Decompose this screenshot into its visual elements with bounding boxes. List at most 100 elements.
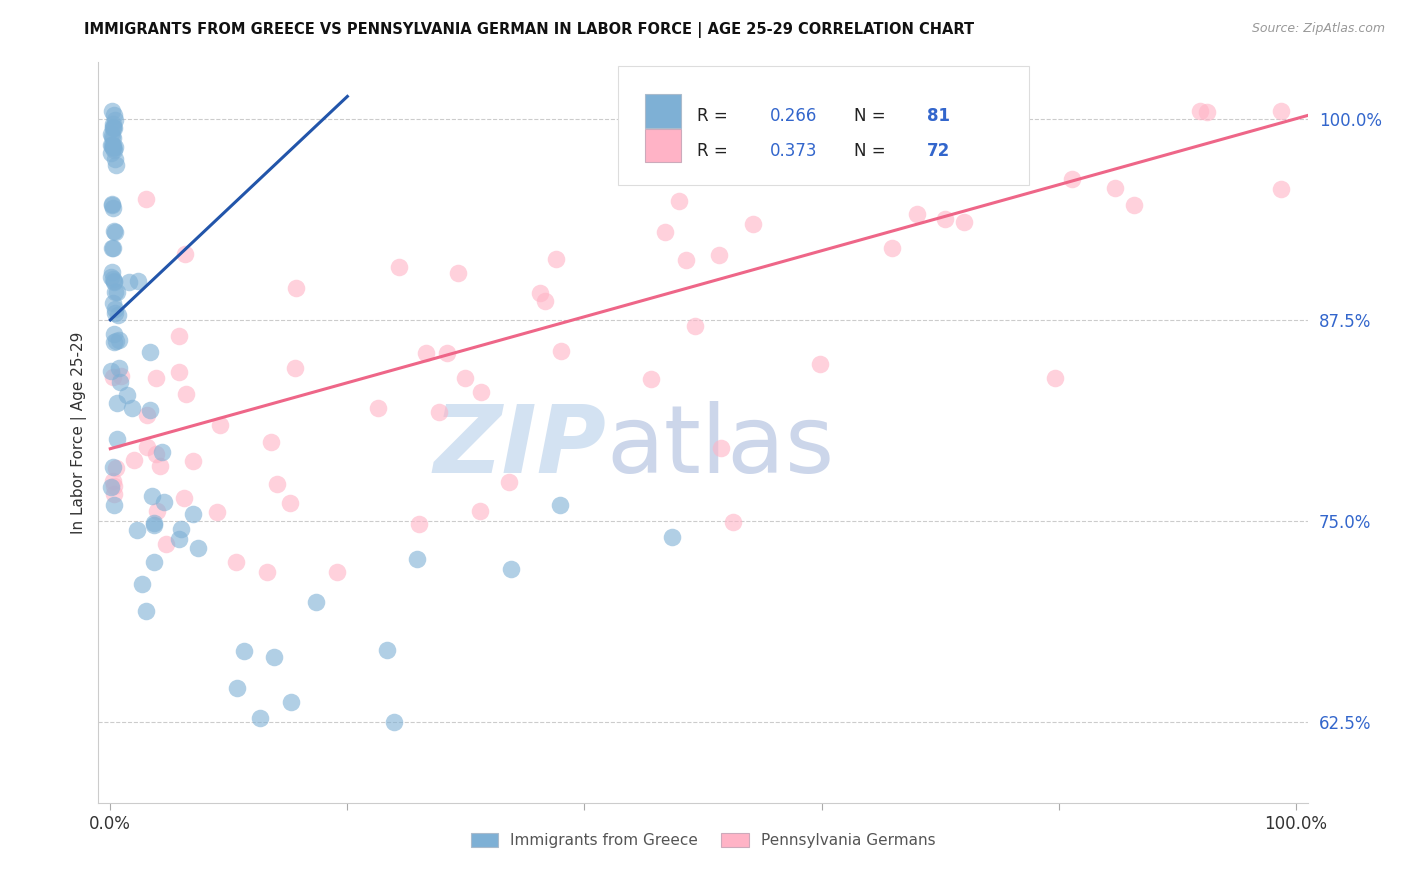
Point bbox=[256, 565, 278, 579]
Point bbox=[101, 201, 124, 215]
Point bbox=[100, 269, 122, 284]
Point bbox=[453, 370, 475, 384]
Point bbox=[149, 458, 172, 473]
Point bbox=[375, 643, 398, 657]
Point bbox=[266, 477, 288, 491]
Y-axis label: In Labor Force | Age 25-29: In Labor Force | Age 25-29 bbox=[72, 332, 87, 533]
Point bbox=[1197, 104, 1219, 119]
Point bbox=[529, 286, 551, 301]
Point bbox=[108, 375, 131, 389]
Point bbox=[104, 152, 127, 166]
Point bbox=[100, 146, 122, 161]
Point bbox=[101, 140, 124, 154]
Point bbox=[101, 265, 124, 279]
Point bbox=[150, 445, 173, 459]
Point bbox=[1104, 181, 1126, 195]
Point bbox=[105, 158, 128, 172]
Point bbox=[263, 649, 285, 664]
Point bbox=[187, 541, 209, 555]
Point bbox=[749, 103, 772, 118]
Point bbox=[661, 530, 683, 544]
Point bbox=[208, 418, 231, 433]
Point bbox=[1189, 103, 1212, 118]
Point bbox=[675, 252, 697, 267]
Point bbox=[100, 197, 122, 211]
Point bbox=[104, 334, 127, 349]
Text: R =: R = bbox=[697, 107, 733, 125]
Point bbox=[103, 141, 125, 155]
Point bbox=[103, 225, 125, 239]
Point bbox=[105, 396, 128, 410]
Point bbox=[135, 192, 157, 206]
Point bbox=[103, 301, 125, 316]
Text: R =: R = bbox=[697, 142, 733, 160]
Point bbox=[1123, 197, 1146, 211]
Point bbox=[101, 198, 124, 212]
Point bbox=[125, 524, 148, 538]
Point bbox=[866, 103, 889, 118]
Bar bbox=[645, 95, 682, 128]
Point bbox=[101, 241, 124, 255]
Point bbox=[501, 562, 523, 576]
Point bbox=[382, 715, 405, 730]
Point bbox=[108, 333, 131, 347]
Text: atlas: atlas bbox=[606, 401, 835, 493]
Point bbox=[388, 260, 411, 274]
Point bbox=[550, 343, 572, 358]
Point bbox=[103, 275, 125, 289]
Point bbox=[167, 365, 190, 379]
Point bbox=[104, 285, 127, 300]
Point bbox=[232, 644, 254, 658]
Point bbox=[225, 555, 247, 569]
Point bbox=[953, 215, 976, 229]
Legend: Immigrants from Greece, Pennsylvania Germans: Immigrants from Greece, Pennsylvania Ger… bbox=[464, 827, 942, 855]
Point bbox=[107, 309, 129, 323]
Point bbox=[101, 474, 124, 488]
Point bbox=[683, 318, 706, 333]
Point bbox=[101, 121, 124, 136]
Point bbox=[710, 441, 733, 455]
Point bbox=[142, 555, 165, 569]
Point bbox=[174, 386, 197, 401]
Point bbox=[721, 515, 744, 529]
Point bbox=[284, 280, 307, 294]
Point bbox=[1270, 182, 1292, 196]
Point bbox=[103, 326, 125, 341]
Point bbox=[143, 518, 166, 533]
Point bbox=[101, 117, 124, 131]
Text: IMMIGRANTS FROM GREECE VS PENNSYLVANIA GERMAN IN LABOR FORCE | AGE 25-29 CORRELA: IMMIGRANTS FROM GREECE VS PENNSYLVANIA G… bbox=[84, 22, 974, 38]
Point bbox=[436, 346, 458, 360]
Point bbox=[100, 364, 122, 378]
Point bbox=[146, 504, 169, 518]
Point bbox=[100, 127, 122, 141]
Point bbox=[103, 143, 125, 157]
Point bbox=[103, 479, 125, 493]
Point bbox=[103, 108, 125, 122]
Point bbox=[498, 475, 520, 490]
Point bbox=[100, 137, 122, 152]
Point bbox=[326, 566, 349, 580]
Point bbox=[139, 402, 162, 417]
Point bbox=[544, 252, 567, 266]
Point bbox=[121, 401, 143, 416]
Point bbox=[367, 401, 389, 416]
Point bbox=[808, 357, 831, 371]
Point bbox=[101, 137, 124, 152]
Point bbox=[101, 128, 124, 143]
Point bbox=[470, 384, 492, 399]
Point bbox=[742, 218, 765, 232]
Point bbox=[155, 537, 177, 551]
Point bbox=[152, 494, 174, 508]
Point bbox=[880, 241, 903, 255]
Point bbox=[101, 120, 124, 135]
Point bbox=[103, 272, 125, 286]
Point bbox=[101, 369, 124, 384]
Point bbox=[173, 491, 195, 505]
Point bbox=[143, 516, 166, 531]
Text: 0.266: 0.266 bbox=[769, 107, 817, 125]
Point bbox=[145, 371, 167, 385]
Point bbox=[108, 361, 131, 376]
Point bbox=[447, 266, 470, 280]
Point bbox=[173, 247, 195, 261]
Point bbox=[534, 294, 557, 309]
